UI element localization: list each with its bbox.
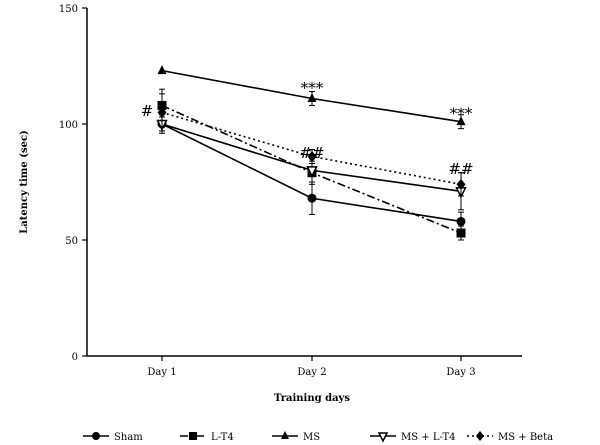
legend-label: MS — [303, 432, 320, 443]
point-diamond — [476, 431, 484, 441]
point-diamond — [456, 178, 466, 190]
axes — [86, 8, 522, 357]
legend-item: MS + L-T4 — [370, 432, 456, 443]
significance-annotation: # — [141, 102, 154, 120]
significance-annotation: ## — [448, 160, 473, 178]
significance-annotation: *** — [450, 104, 473, 122]
point-diamond — [157, 106, 167, 118]
legend-label: MS + L-T4 — [401, 432, 456, 443]
point-circle — [456, 216, 466, 226]
x-ticks: Day 1 Day 2 Day 3 — [147, 356, 476, 378]
y-tick-label: 150 — [59, 4, 78, 15]
point-triangle-up — [157, 65, 167, 75]
y-axis-title: Latency time (sec) — [19, 130, 30, 234]
series-ms — [157, 65, 466, 130]
legend-label: Sham — [114, 432, 143, 443]
point-triangle-up — [281, 431, 289, 439]
point-diamond — [307, 150, 317, 162]
legend-label: MS + Beta — [498, 432, 553, 443]
point-triangle-down — [306, 166, 318, 178]
x-tick-label: Day 2 — [297, 367, 326, 378]
series-layer — [156, 65, 467, 241]
point-triangle-up — [456, 116, 466, 126]
legend-label: L-T4 — [211, 432, 234, 443]
significance-annotation: ## — [299, 144, 324, 162]
legend: Sham L-T4 MS MS + L-T4 MS + Beta — [83, 431, 553, 443]
legend-item: MS — [272, 431, 320, 443]
point-circle — [307, 193, 317, 203]
y-ticks: 0 50 100 150 — [59, 4, 87, 363]
point-triangle-down — [377, 432, 389, 443]
legend-item: Sham — [83, 432, 143, 443]
annotation-layer: # *** ## *** ## — [141, 79, 474, 178]
point-square — [189, 432, 197, 440]
y-tick-label: 0 — [72, 352, 78, 363]
y-tick-label: 50 — [65, 236, 78, 247]
x-tick-label: Day 3 — [446, 367, 475, 378]
point-triangle-up — [307, 92, 317, 102]
significance-annotation: *** — [301, 79, 324, 97]
series-ms-beta — [157, 93, 466, 197]
point-square — [456, 228, 466, 238]
x-tick-label: Day 1 — [147, 367, 176, 378]
point-circle — [92, 432, 100, 440]
y-tick-label: 100 — [59, 120, 78, 131]
x-axis-title: Training days — [274, 393, 350, 404]
legend-item: MS + Beta — [467, 431, 553, 443]
legend-item: L-T4 — [180, 432, 234, 443]
